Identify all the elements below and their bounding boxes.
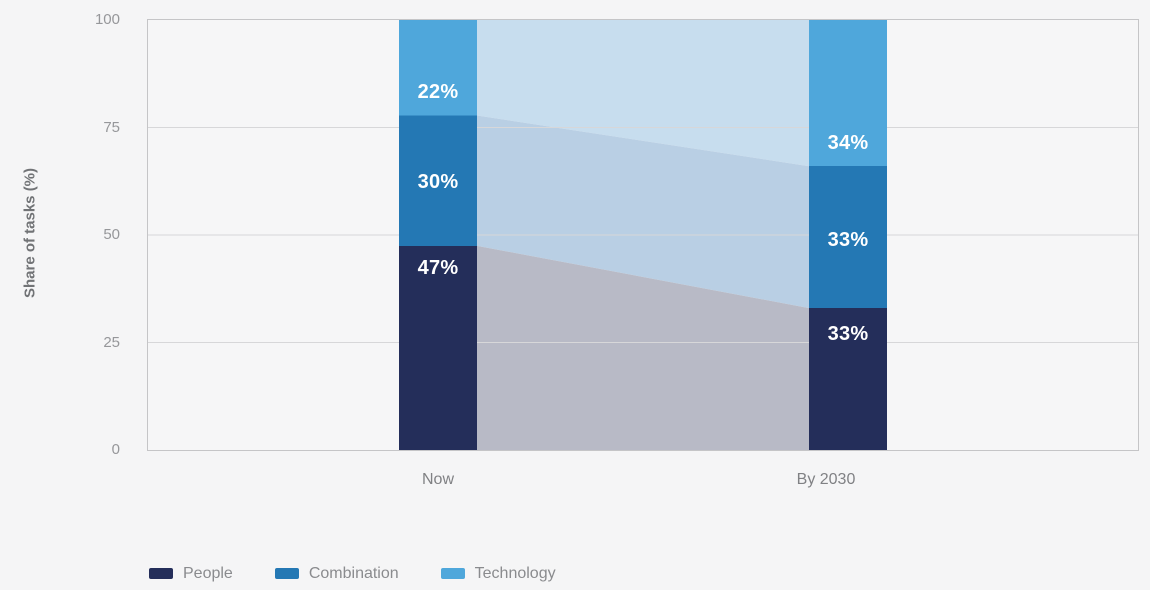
- bar-segment-combination: [399, 115, 477, 246]
- band-combination: [477, 115, 809, 309]
- bar-value-label: 34%: [827, 131, 869, 154]
- y-tick-75: 75: [103, 118, 120, 136]
- legend-label-combination: Combination: [308, 565, 399, 582]
- chart-canvas: [148, 20, 1138, 450]
- legend-item-people: People: [149, 564, 233, 583]
- legend-item-combination: Combination: [274, 564, 399, 583]
- legend-item-technology: Technology: [440, 564, 556, 583]
- legend: People Combination Technology: [149, 564, 556, 583]
- bar-segment-people: [809, 308, 887, 450]
- y-tick-50: 50: [103, 226, 120, 243]
- bar-value-label: 47%: [417, 257, 459, 280]
- legend-label-technology: Technology: [474, 565, 556, 582]
- bar-segment-people: [399, 245, 477, 450]
- bar-value-label: 22%: [417, 80, 459, 103]
- y-tick-100: 100: [94, 11, 120, 28]
- y-tick-25: 25: [103, 333, 120, 351]
- bar-segment-combination: [809, 166, 887, 309]
- legend-label-people: People: [183, 565, 233, 582]
- y-axis-title: Share of tasks (%): [21, 167, 39, 299]
- band-people: [477, 245, 809, 450]
- band-technology: [477, 20, 809, 167]
- x-axis-label-by-2030: By 2030: [796, 471, 856, 488]
- bar-segment-technology: [399, 20, 477, 116]
- people-swatch-icon: [149, 568, 173, 579]
- y-tick-0: 0: [111, 441, 120, 458]
- bar-value-label: 30%: [417, 171, 459, 193]
- bar-value-label: 33%: [827, 228, 869, 251]
- plot-area: 22% 30% 47% 34% 33% 33%: [147, 19, 1139, 451]
- bar-value-label: 33%: [827, 322, 869, 345]
- x-axis-label-now: Now: [421, 471, 455, 488]
- technology-swatch-icon: [440, 568, 465, 579]
- combination-swatch-icon: [274, 568, 299, 579]
- bar-segment-technology: [809, 20, 887, 167]
